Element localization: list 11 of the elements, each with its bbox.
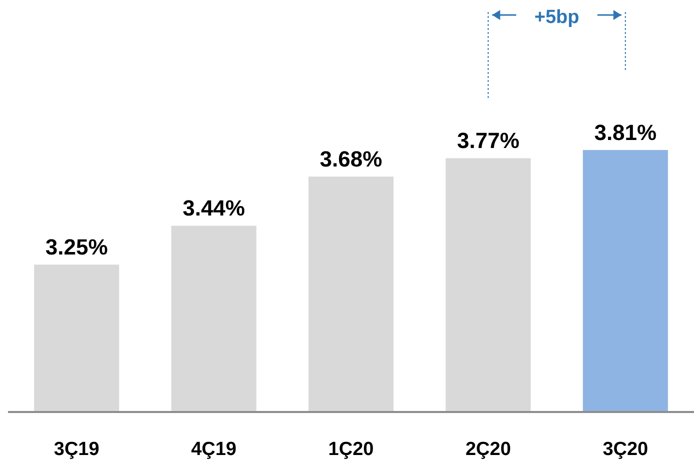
x-tick-label: 3Ç20	[602, 439, 648, 460]
text: +5bp	[534, 7, 580, 28]
x-tick-label: 3Ç19	[54, 439, 100, 460]
data-label: 3.68%	[320, 146, 382, 172]
x-tick-label: 1Ç20	[328, 439, 374, 460]
data-label: 3.44%	[182, 196, 245, 221]
data-label: 3.81%	[594, 120, 657, 145]
data-label: 3.25%	[45, 234, 108, 260]
data-label: 3.77%	[457, 128, 520, 154]
x-tick-label: 2Ç20	[465, 439, 511, 460]
x-tick-label: 4Ç19	[191, 439, 237, 460]
